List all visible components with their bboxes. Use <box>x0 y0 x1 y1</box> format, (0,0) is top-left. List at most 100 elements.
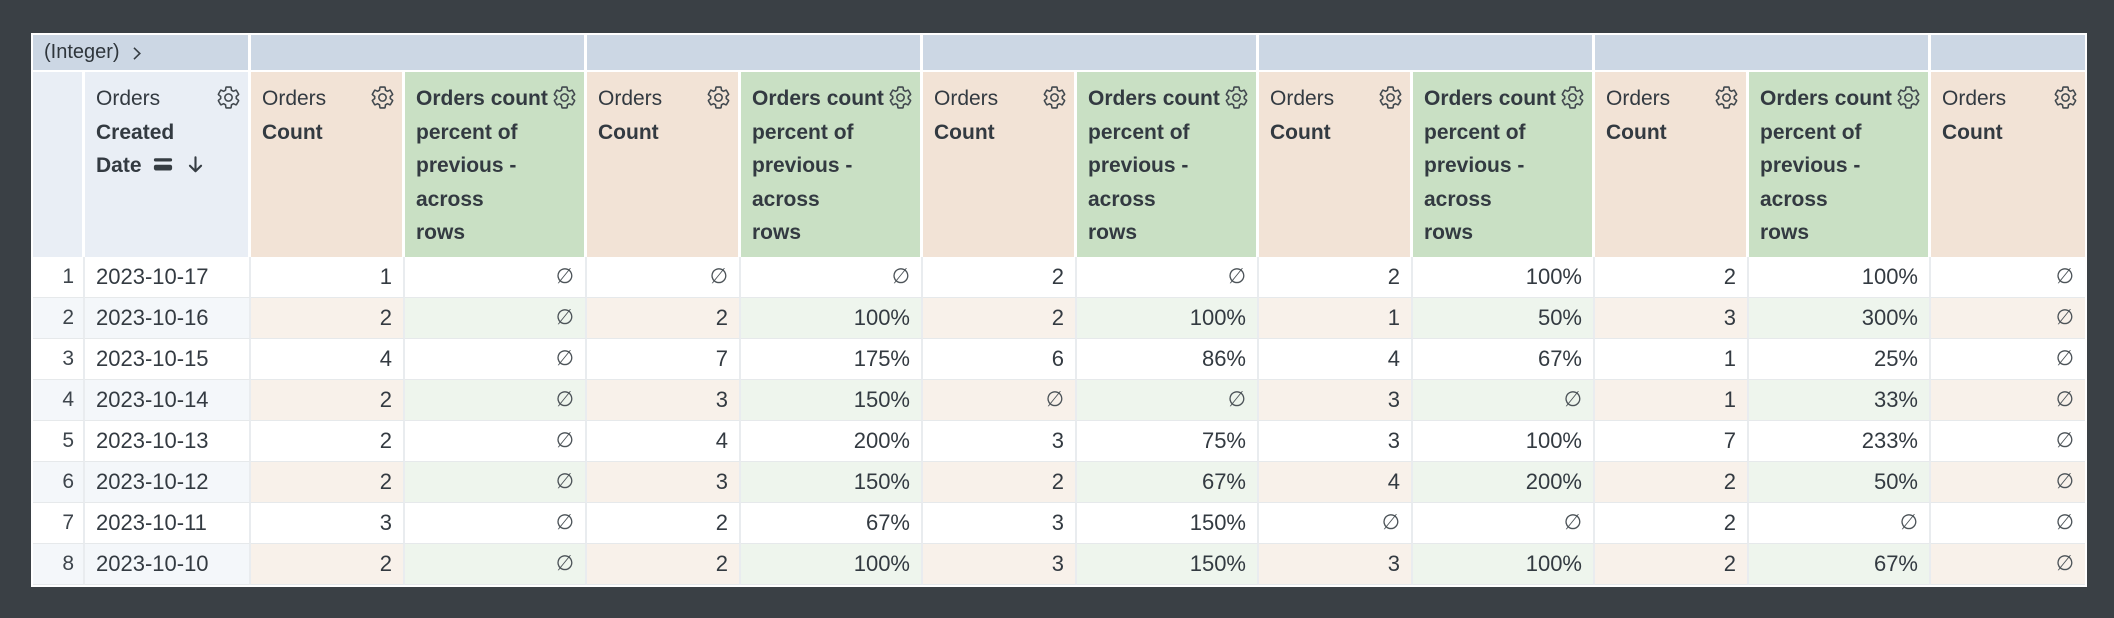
count-value-cell[interactable]: 6 <box>923 339 1077 380</box>
count-value-cell[interactable]: 2 <box>587 503 741 544</box>
percent-value-cell[interactable]: ∅ <box>405 503 587 544</box>
percent-value-cell[interactable]: ∅ <box>405 339 587 380</box>
percent-value-cell[interactable]: 150% <box>1077 503 1259 544</box>
percent-value-cell[interactable]: 67% <box>1749 544 1931 585</box>
count-value-cell[interactable]: 4 <box>251 339 405 380</box>
percent-value-cell[interactable]: ∅ <box>1077 380 1259 421</box>
count-value-cell[interactable]: ∅ <box>1931 421 2085 462</box>
percent-value-cell[interactable]: 67% <box>1413 339 1595 380</box>
column-header-orders-count[interactable]: Orders Count <box>1595 72 1749 257</box>
column-header-orders-count-percent-of-previous[interactable]: Orders count percent of previous - across ro… <box>1749 72 1931 257</box>
gear-icon[interactable] <box>2053 85 2078 110</box>
count-value-cell[interactable]: 2 <box>251 298 405 339</box>
count-value-cell[interactable]: ∅ <box>1931 503 2085 544</box>
column-header-orders-created-date[interactable]: Orders Created Date <box>85 72 251 257</box>
percent-value-cell[interactable]: 25% <box>1749 339 1931 380</box>
count-value-cell[interactable]: 2 <box>587 544 741 585</box>
percent-value-cell[interactable]: ∅ <box>405 298 587 339</box>
percent-value-cell[interactable]: 50% <box>1413 298 1595 339</box>
percent-value-cell[interactable]: 50% <box>1749 462 1931 503</box>
percent-value-cell[interactable]: 100% <box>1413 421 1595 462</box>
percent-value-cell[interactable]: 150% <box>741 380 923 421</box>
percent-value-cell[interactable]: ∅ <box>741 257 923 298</box>
date-cell[interactable]: 2023-10-12 <box>85 462 251 503</box>
column-header-orders-count[interactable]: Orders Count <box>1931 72 2085 257</box>
percent-value-cell[interactable]: 75% <box>1077 421 1259 462</box>
count-value-cell[interactable]: 1 <box>1595 380 1749 421</box>
count-value-cell[interactable]: ∅ <box>1259 503 1413 544</box>
count-value-cell[interactable]: 3 <box>923 544 1077 585</box>
percent-value-cell[interactable]: 300% <box>1749 298 1931 339</box>
percent-value-cell[interactable]: ∅ <box>1413 503 1595 544</box>
column-header-orders-count-percent-of-previous[interactable]: Orders count percent of previous - across ro… <box>405 72 587 257</box>
percent-value-cell[interactable]: ∅ <box>405 544 587 585</box>
percent-value-cell[interactable]: 100% <box>741 298 923 339</box>
percent-value-cell[interactable]: 175% <box>741 339 923 380</box>
column-header-orders-count-percent-of-previous[interactable]: Orders count percent of previous - across ro… <box>1413 72 1595 257</box>
percent-value-cell[interactable]: ∅ <box>405 257 587 298</box>
gear-icon[interactable] <box>706 85 731 110</box>
count-value-cell[interactable]: ∅ <box>1931 298 2085 339</box>
percent-value-cell[interactable]: 67% <box>741 503 923 544</box>
gear-icon[interactable] <box>1560 85 1585 110</box>
count-value-cell[interactable]: 2 <box>251 421 405 462</box>
count-value-cell[interactable]: ∅ <box>1931 462 2085 503</box>
count-value-cell[interactable]: 3 <box>587 462 741 503</box>
percent-value-cell[interactable]: 200% <box>741 421 923 462</box>
count-value-cell[interactable]: 2 <box>923 257 1077 298</box>
count-value-cell[interactable]: 3 <box>923 421 1077 462</box>
count-value-cell[interactable]: 7 <box>587 339 741 380</box>
column-header-orders-count[interactable]: Orders Count <box>587 72 741 257</box>
count-value-cell[interactable]: 1 <box>251 257 405 298</box>
count-value-cell[interactable]: 3 <box>1259 421 1413 462</box>
sort-desc-icon[interactable] <box>184 153 207 176</box>
count-value-cell[interactable]: 2 <box>1595 503 1749 544</box>
percent-value-cell[interactable]: 100% <box>1077 298 1259 339</box>
count-value-cell[interactable]: 3 <box>923 503 1077 544</box>
date-cell[interactable]: 2023-10-13 <box>85 421 251 462</box>
column-header-orders-count[interactable]: Orders Count <box>251 72 405 257</box>
column-header-orders-count[interactable]: Orders Count <box>923 72 1077 257</box>
percent-value-cell[interactable]: ∅ <box>1077 257 1259 298</box>
count-value-cell[interactable]: 1 <box>1259 298 1413 339</box>
count-value-cell[interactable]: 4 <box>1259 339 1413 380</box>
percent-value-cell[interactable]: 67% <box>1077 462 1259 503</box>
count-value-cell[interactable]: ∅ <box>1931 544 2085 585</box>
count-value-cell[interactable]: 3 <box>1259 544 1413 585</box>
count-value-cell[interactable]: 7 <box>1595 421 1749 462</box>
count-value-cell[interactable]: 2 <box>251 462 405 503</box>
count-value-cell[interactable]: 2 <box>587 298 741 339</box>
percent-value-cell[interactable]: ∅ <box>1749 503 1931 544</box>
count-value-cell[interactable]: ∅ <box>1931 380 2085 421</box>
count-value-cell[interactable]: 4 <box>587 421 741 462</box>
count-value-cell[interactable]: 2 <box>923 298 1077 339</box>
percent-value-cell[interactable]: 33% <box>1749 380 1931 421</box>
gear-icon[interactable] <box>1042 85 1067 110</box>
date-cell[interactable]: 2023-10-16 <box>85 298 251 339</box>
count-value-cell[interactable]: ∅ <box>1931 339 2085 380</box>
date-cell[interactable]: 2023-10-11 <box>85 503 251 544</box>
count-value-cell[interactable]: 2 <box>251 544 405 585</box>
percent-value-cell[interactable]: 233% <box>1749 421 1931 462</box>
count-value-cell[interactable]: 2 <box>251 380 405 421</box>
date-cell[interactable]: 2023-10-14 <box>85 380 251 421</box>
gear-icon[interactable] <box>1896 85 1921 110</box>
gear-icon[interactable] <box>552 85 577 110</box>
date-cell[interactable]: 2023-10-10 <box>85 544 251 585</box>
column-header-orders-count-percent-of-previous[interactable]: Orders count percent of previous - across ro… <box>1077 72 1259 257</box>
pivot-type-header[interactable]: (Integer) <box>33 35 251 72</box>
percent-value-cell[interactable]: 150% <box>1077 544 1259 585</box>
count-value-cell[interactable]: 2 <box>923 462 1077 503</box>
date-cell[interactable]: 2023-10-15 <box>85 339 251 380</box>
count-value-cell[interactable]: 3 <box>587 380 741 421</box>
percent-value-cell[interactable]: 100% <box>1413 544 1595 585</box>
percent-value-cell[interactable]: 100% <box>1413 257 1595 298</box>
percent-value-cell[interactable]: 86% <box>1077 339 1259 380</box>
gear-icon[interactable] <box>216 85 241 110</box>
count-value-cell[interactable]: ∅ <box>587 257 741 298</box>
count-value-cell[interactable]: 2 <box>1595 462 1749 503</box>
percent-value-cell[interactable]: 150% <box>741 462 923 503</box>
count-value-cell[interactable]: ∅ <box>1931 257 2085 298</box>
percent-value-cell[interactable]: ∅ <box>405 421 587 462</box>
count-value-cell[interactable]: 2 <box>1259 257 1413 298</box>
